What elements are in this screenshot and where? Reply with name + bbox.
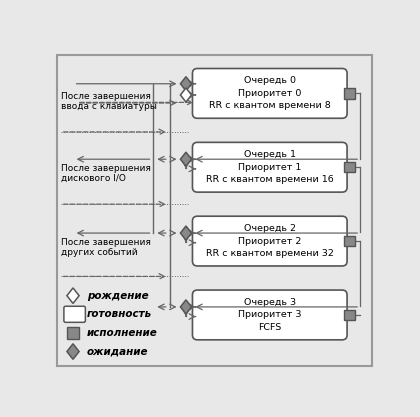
Bar — [67, 327, 79, 339]
Text: Очередь 3
Приоритет 3
FCFS: Очередь 3 Приоритет 3 FCFS — [238, 298, 302, 332]
FancyBboxPatch shape — [64, 306, 85, 322]
Polygon shape — [181, 152, 192, 166]
Text: рождение: рождение — [87, 291, 148, 301]
Text: После завершения
других событий: После завершения других событий — [60, 238, 150, 257]
FancyBboxPatch shape — [192, 290, 347, 340]
Polygon shape — [181, 77, 192, 91]
Polygon shape — [67, 344, 79, 359]
Polygon shape — [181, 88, 192, 102]
FancyBboxPatch shape — [58, 55, 373, 366]
Bar — [344, 162, 354, 172]
Text: Очередь 1
Приоритет 1
RR с квантом времени 16: Очередь 1 Приоритет 1 RR с квантом време… — [206, 150, 333, 184]
Bar — [344, 88, 354, 98]
FancyBboxPatch shape — [192, 216, 347, 266]
Text: исполнение: исполнение — [87, 328, 158, 338]
FancyBboxPatch shape — [192, 142, 347, 192]
Polygon shape — [67, 288, 79, 304]
Text: готовность: готовность — [87, 309, 152, 319]
Text: Очередь 2
Приоритет 2
RR с квантом времени 32: Очередь 2 Приоритет 2 RR с квантом време… — [206, 224, 334, 258]
Text: Очередь 0
Приоритет 0
RR с квантом времени 8: Очередь 0 Приоритет 0 RR с квантом време… — [209, 76, 331, 111]
Polygon shape — [181, 226, 192, 240]
Text: После завершения
ввода с клавиатуры: После завершения ввода с клавиатуры — [60, 92, 157, 111]
FancyBboxPatch shape — [192, 68, 347, 118]
Bar — [344, 236, 354, 246]
Bar — [344, 310, 354, 320]
Polygon shape — [181, 300, 192, 314]
Text: После завершения
дискового I/O: После завершения дискового I/O — [60, 164, 150, 183]
Text: ожидание: ожидание — [87, 347, 148, 357]
